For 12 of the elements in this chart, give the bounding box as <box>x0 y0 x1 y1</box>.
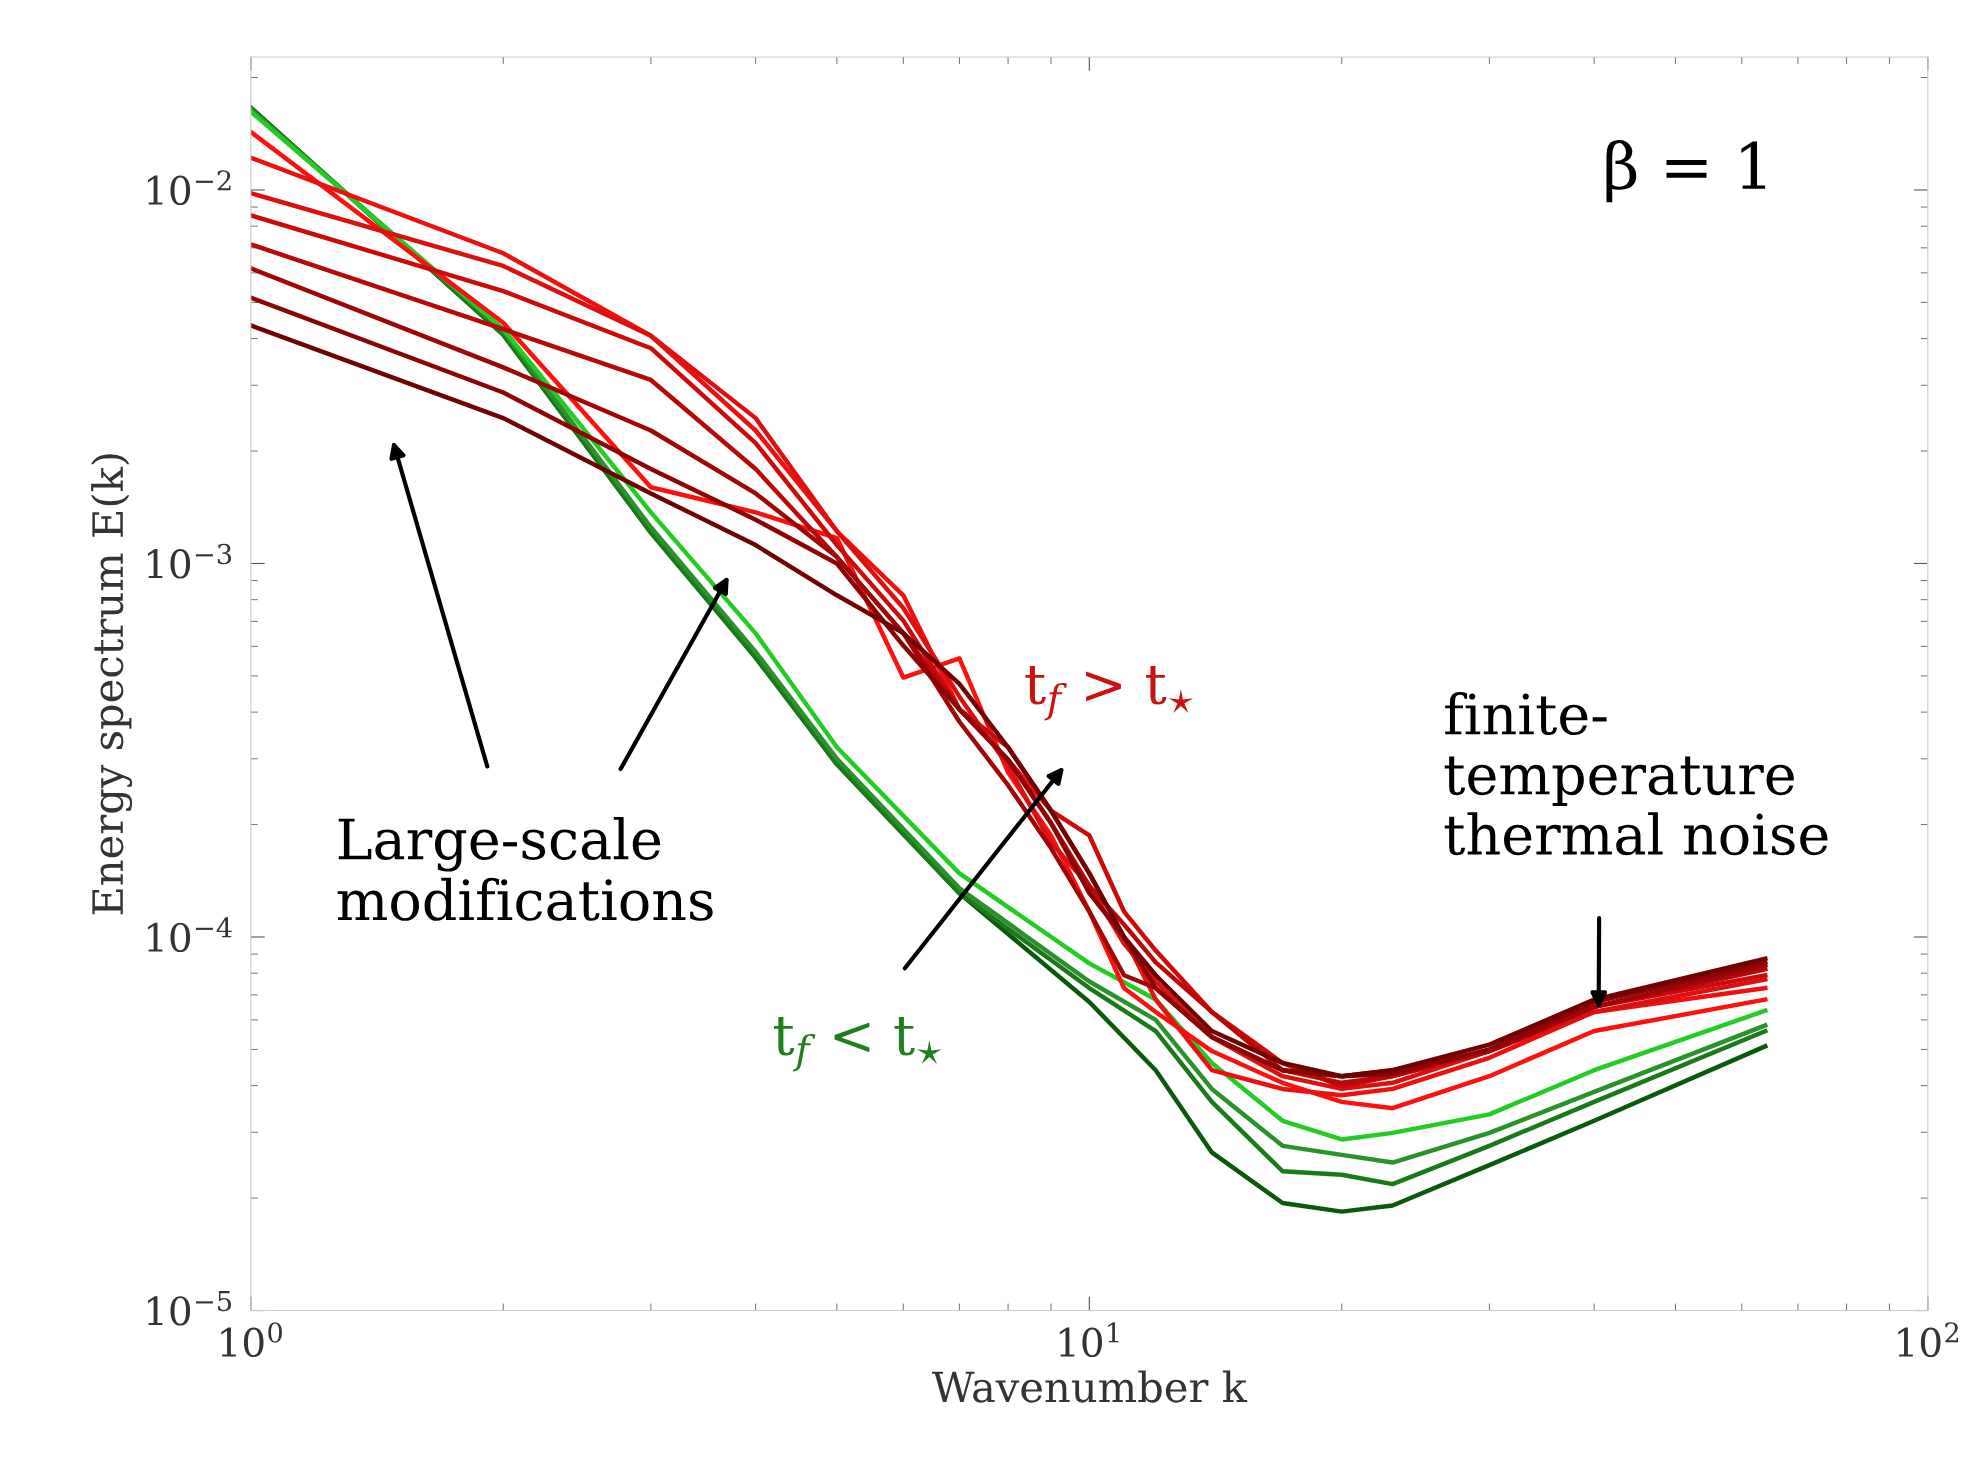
annotation: t$_{f}$ > t$_{⋆}$ <box>1025 666 1194 721</box>
y-tick-label: 10$^{−4}$ <box>147 917 232 953</box>
y-tick-label: 10$^{−2}$ <box>147 170 231 206</box>
y-axis-title: Energy spectrum E(k) <box>91 454 133 915</box>
annotation: β = 1 <box>1606 139 1766 203</box>
annotation: finite- temperature thermal noise <box>1444 692 1828 856</box>
x-tick-label: 10$^{2}$ <box>1898 1322 1959 1358</box>
annotation: Large-scale modifications <box>337 816 713 921</box>
x-axis-title: Wavenumber k <box>931 1370 1248 1403</box>
y-tick-label: 10$^{−3}$ <box>147 543 232 579</box>
x-tick-label: 10$^{1}$ <box>1059 1322 1119 1358</box>
annotation: t$_{f}$ < t$_{⋆}$ <box>773 1016 942 1072</box>
